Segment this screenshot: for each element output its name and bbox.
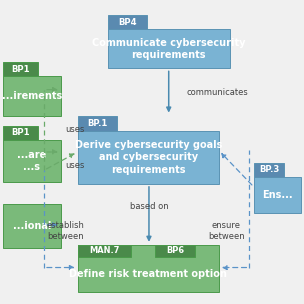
FancyBboxPatch shape: [108, 15, 147, 29]
Text: BP6: BP6: [166, 246, 184, 255]
Text: communicates: communicates: [187, 88, 249, 97]
Text: ...ional: ...ional: [13, 221, 51, 231]
FancyBboxPatch shape: [3, 62, 38, 76]
Text: Define risk treatment option: Define risk treatment option: [69, 269, 227, 279]
FancyBboxPatch shape: [3, 76, 61, 116]
FancyBboxPatch shape: [78, 116, 117, 131]
FancyBboxPatch shape: [155, 245, 195, 257]
Text: Ens...: Ens...: [262, 190, 293, 200]
Text: BP4: BP4: [118, 18, 137, 27]
Text: BP1: BP1: [11, 65, 30, 74]
Text: MAN.7: MAN.7: [89, 246, 119, 255]
Text: BP.3: BP.3: [259, 165, 279, 174]
Text: Communicate cybersecurity
requirements: Communicate cybersecurity requirements: [92, 37, 245, 60]
FancyBboxPatch shape: [78, 245, 219, 292]
FancyBboxPatch shape: [108, 29, 230, 68]
FancyBboxPatch shape: [254, 177, 301, 213]
Text: ...are
...s: ...are ...s: [17, 150, 47, 172]
FancyBboxPatch shape: [3, 140, 61, 182]
Text: ensure
between: ensure between: [208, 221, 245, 241]
FancyBboxPatch shape: [78, 245, 131, 257]
FancyBboxPatch shape: [3, 204, 61, 248]
FancyBboxPatch shape: [254, 163, 285, 177]
FancyBboxPatch shape: [78, 131, 219, 184]
Text: BP.1: BP.1: [87, 119, 108, 128]
Text: BP1: BP1: [11, 128, 30, 137]
Text: Derive cybersecurity goals
and cybersecurity
requirements: Derive cybersecurity goals and cybersecu…: [74, 140, 222, 174]
Text: based on: based on: [130, 202, 168, 211]
FancyBboxPatch shape: [3, 126, 38, 140]
Text: uses: uses: [65, 161, 85, 170]
Text: ...irements: ...irements: [2, 91, 62, 101]
Text: uses: uses: [65, 125, 85, 134]
Text: establish
between: establish between: [47, 221, 84, 241]
